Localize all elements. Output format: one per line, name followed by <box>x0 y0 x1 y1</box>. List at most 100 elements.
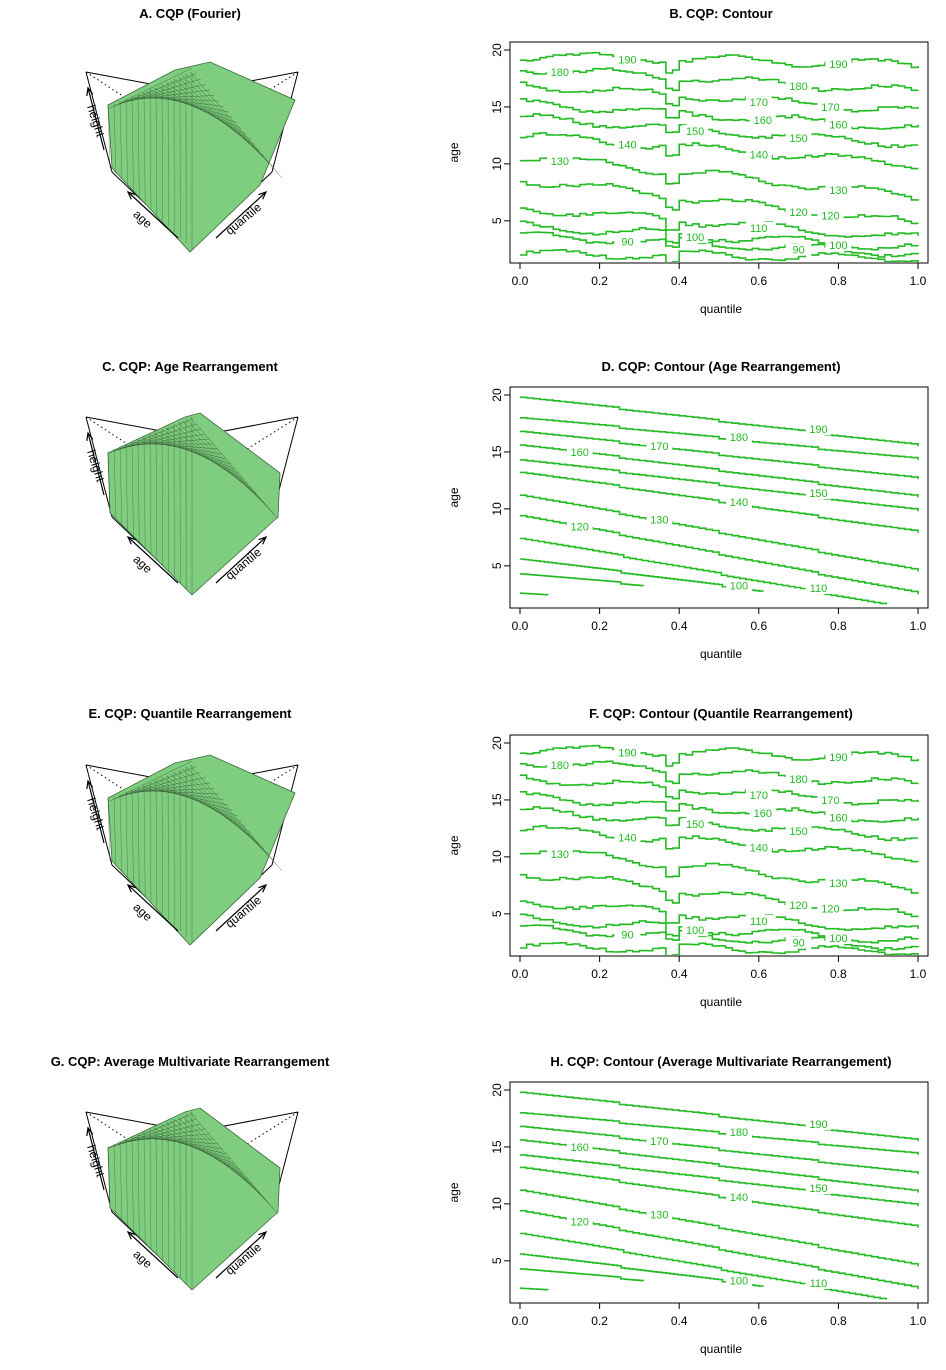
y-axis-label-H: age <box>447 1182 461 1202</box>
y-axis-label-B: age <box>447 142 461 162</box>
x-tick-label: 0.6 <box>750 619 767 633</box>
x-tick-label: 0.2 <box>591 619 608 633</box>
contour-line-140 <box>520 826 918 862</box>
contour-label-140: 140 <box>618 140 636 152</box>
x-tick-label: 0.0 <box>512 619 529 633</box>
contour-label-150: 150 <box>789 826 807 838</box>
contour-line-190 <box>520 746 918 766</box>
y-axis-label-F: age <box>447 835 461 855</box>
panel-title-B: B. CQP: Contour <box>669 6 772 21</box>
y-tick-label: 15 <box>490 100 504 114</box>
contour-panel-H: H. CQP: Contour (Average Multivariate Re… <box>447 1054 928 1356</box>
x-tick-label: 1.0 <box>910 274 927 288</box>
contour-label-160: 160 <box>571 1142 589 1154</box>
x-tick-label: 0.4 <box>671 274 688 288</box>
contour-label-170: 170 <box>650 1136 668 1148</box>
contour-line-90 <box>520 574 643 586</box>
contour-line-150 <box>520 460 918 511</box>
contour-line-90 <box>520 1269 643 1281</box>
contour-label-140: 140 <box>618 833 636 845</box>
contour-label-180: 180 <box>789 81 807 93</box>
contour-label-140: 140 <box>750 149 768 161</box>
contour-line-80 <box>520 593 548 595</box>
contour-label-180: 180 <box>551 67 569 79</box>
y-tick-label: 10 <box>490 502 504 516</box>
contour-label-100: 100 <box>686 232 704 244</box>
contour-label-100: 100 <box>686 925 704 937</box>
y-tick-label: 10 <box>490 1197 504 1211</box>
age-axis-label-G: age <box>131 1247 155 1271</box>
y-tick-label: 10 <box>490 157 504 171</box>
x-tick-label: 1.0 <box>910 967 927 981</box>
x-axis-label-D: quantile <box>700 647 742 661</box>
panel-title-C: C. CQP: Age Rearrangement <box>102 359 278 374</box>
x-tick-label: 0.8 <box>830 967 847 981</box>
x-tick-label: 0.6 <box>750 274 767 288</box>
contour-label-120: 120 <box>789 900 807 912</box>
contour-line-180 <box>520 68 918 91</box>
x-tick-label: 0.2 <box>591 1314 608 1328</box>
x-tick-label: 0.8 <box>830 619 847 633</box>
y-tick-label: 20 <box>490 43 504 57</box>
contour-label-190: 190 <box>618 747 636 759</box>
panel-title-E: E. CQP: Quantile Rearrangement <box>89 706 293 721</box>
y-tick-label: 5 <box>490 1257 504 1264</box>
x-axis-label-F: quantile <box>700 995 742 1009</box>
contour-line-110 <box>520 1234 886 1300</box>
x-tick-label: 0.0 <box>512 967 529 981</box>
x-tick-label: 0.2 <box>591 274 608 288</box>
y-tick-label: 15 <box>490 793 504 807</box>
contour-label-150: 150 <box>686 126 704 138</box>
contour-line-190 <box>520 53 918 73</box>
contour-label-150: 150 <box>809 488 827 500</box>
z-axis-label-E: height <box>84 796 108 832</box>
contour-label-90: 90 <box>621 237 633 249</box>
z-axis-label-C: height <box>84 448 108 484</box>
panel-title-A: A. CQP (Fourier) <box>139 6 241 21</box>
x-tick-label: 1.0 <box>910 619 927 633</box>
contour-line-180 <box>520 761 918 784</box>
surface-panel-G: G. CQP: Average Multivariate Rearrangeme… <box>51 1054 330 1290</box>
contour-label-90: 90 <box>792 938 804 950</box>
contour-lines-B: 9090100100110110120120130130140140150150… <box>520 53 918 263</box>
x-tick-label: 0.4 <box>671 1314 688 1328</box>
y-tick-label: 15 <box>490 1140 504 1154</box>
panel-title-H: H. CQP: Contour (Average Multivariate Re… <box>550 1054 891 1069</box>
contour-label-180: 180 <box>551 760 569 772</box>
contour-label-170: 170 <box>650 441 668 453</box>
x-tick-label: 0.8 <box>830 1314 847 1328</box>
x-tick-label: 0.6 <box>750 967 767 981</box>
contour-line-80 <box>520 250 918 263</box>
contour-line-120 <box>520 875 918 917</box>
contour-label-180: 180 <box>789 774 807 786</box>
contour-panel-F: F. CQP: Contour (Quantile Rearrangement)… <box>447 706 928 1009</box>
contour-label-170: 170 <box>821 102 839 114</box>
x-tick-label: 1.0 <box>910 1314 927 1328</box>
contour-label-110: 110 <box>810 583 828 595</box>
contour-line-170 <box>520 82 918 112</box>
x-tick-label: 0.8 <box>830 274 847 288</box>
contour-label-130: 130 <box>829 878 847 890</box>
contour-label-190: 190 <box>618 54 636 66</box>
contour-label-190: 190 <box>829 752 847 764</box>
contour-label-120: 120 <box>571 521 589 533</box>
z-axis-label-G: height <box>84 1143 108 1179</box>
contour-line-140 <box>520 133 918 169</box>
contour-label-90: 90 <box>792 245 804 257</box>
contour-label-150: 150 <box>686 819 704 831</box>
contour-line-120 <box>520 182 918 224</box>
contour-line-80 <box>520 1288 548 1290</box>
contour-label-130: 130 <box>829 185 847 197</box>
contour-label-190: 190 <box>829 59 847 71</box>
y-tick-label: 5 <box>490 562 504 569</box>
contour-label-100: 100 <box>829 240 847 252</box>
y-tick-label: 5 <box>490 217 504 224</box>
contour-label-110: 110 <box>810 1278 828 1290</box>
panel-title-F: F. CQP: Contour (Quantile Rearrangement) <box>589 706 853 721</box>
